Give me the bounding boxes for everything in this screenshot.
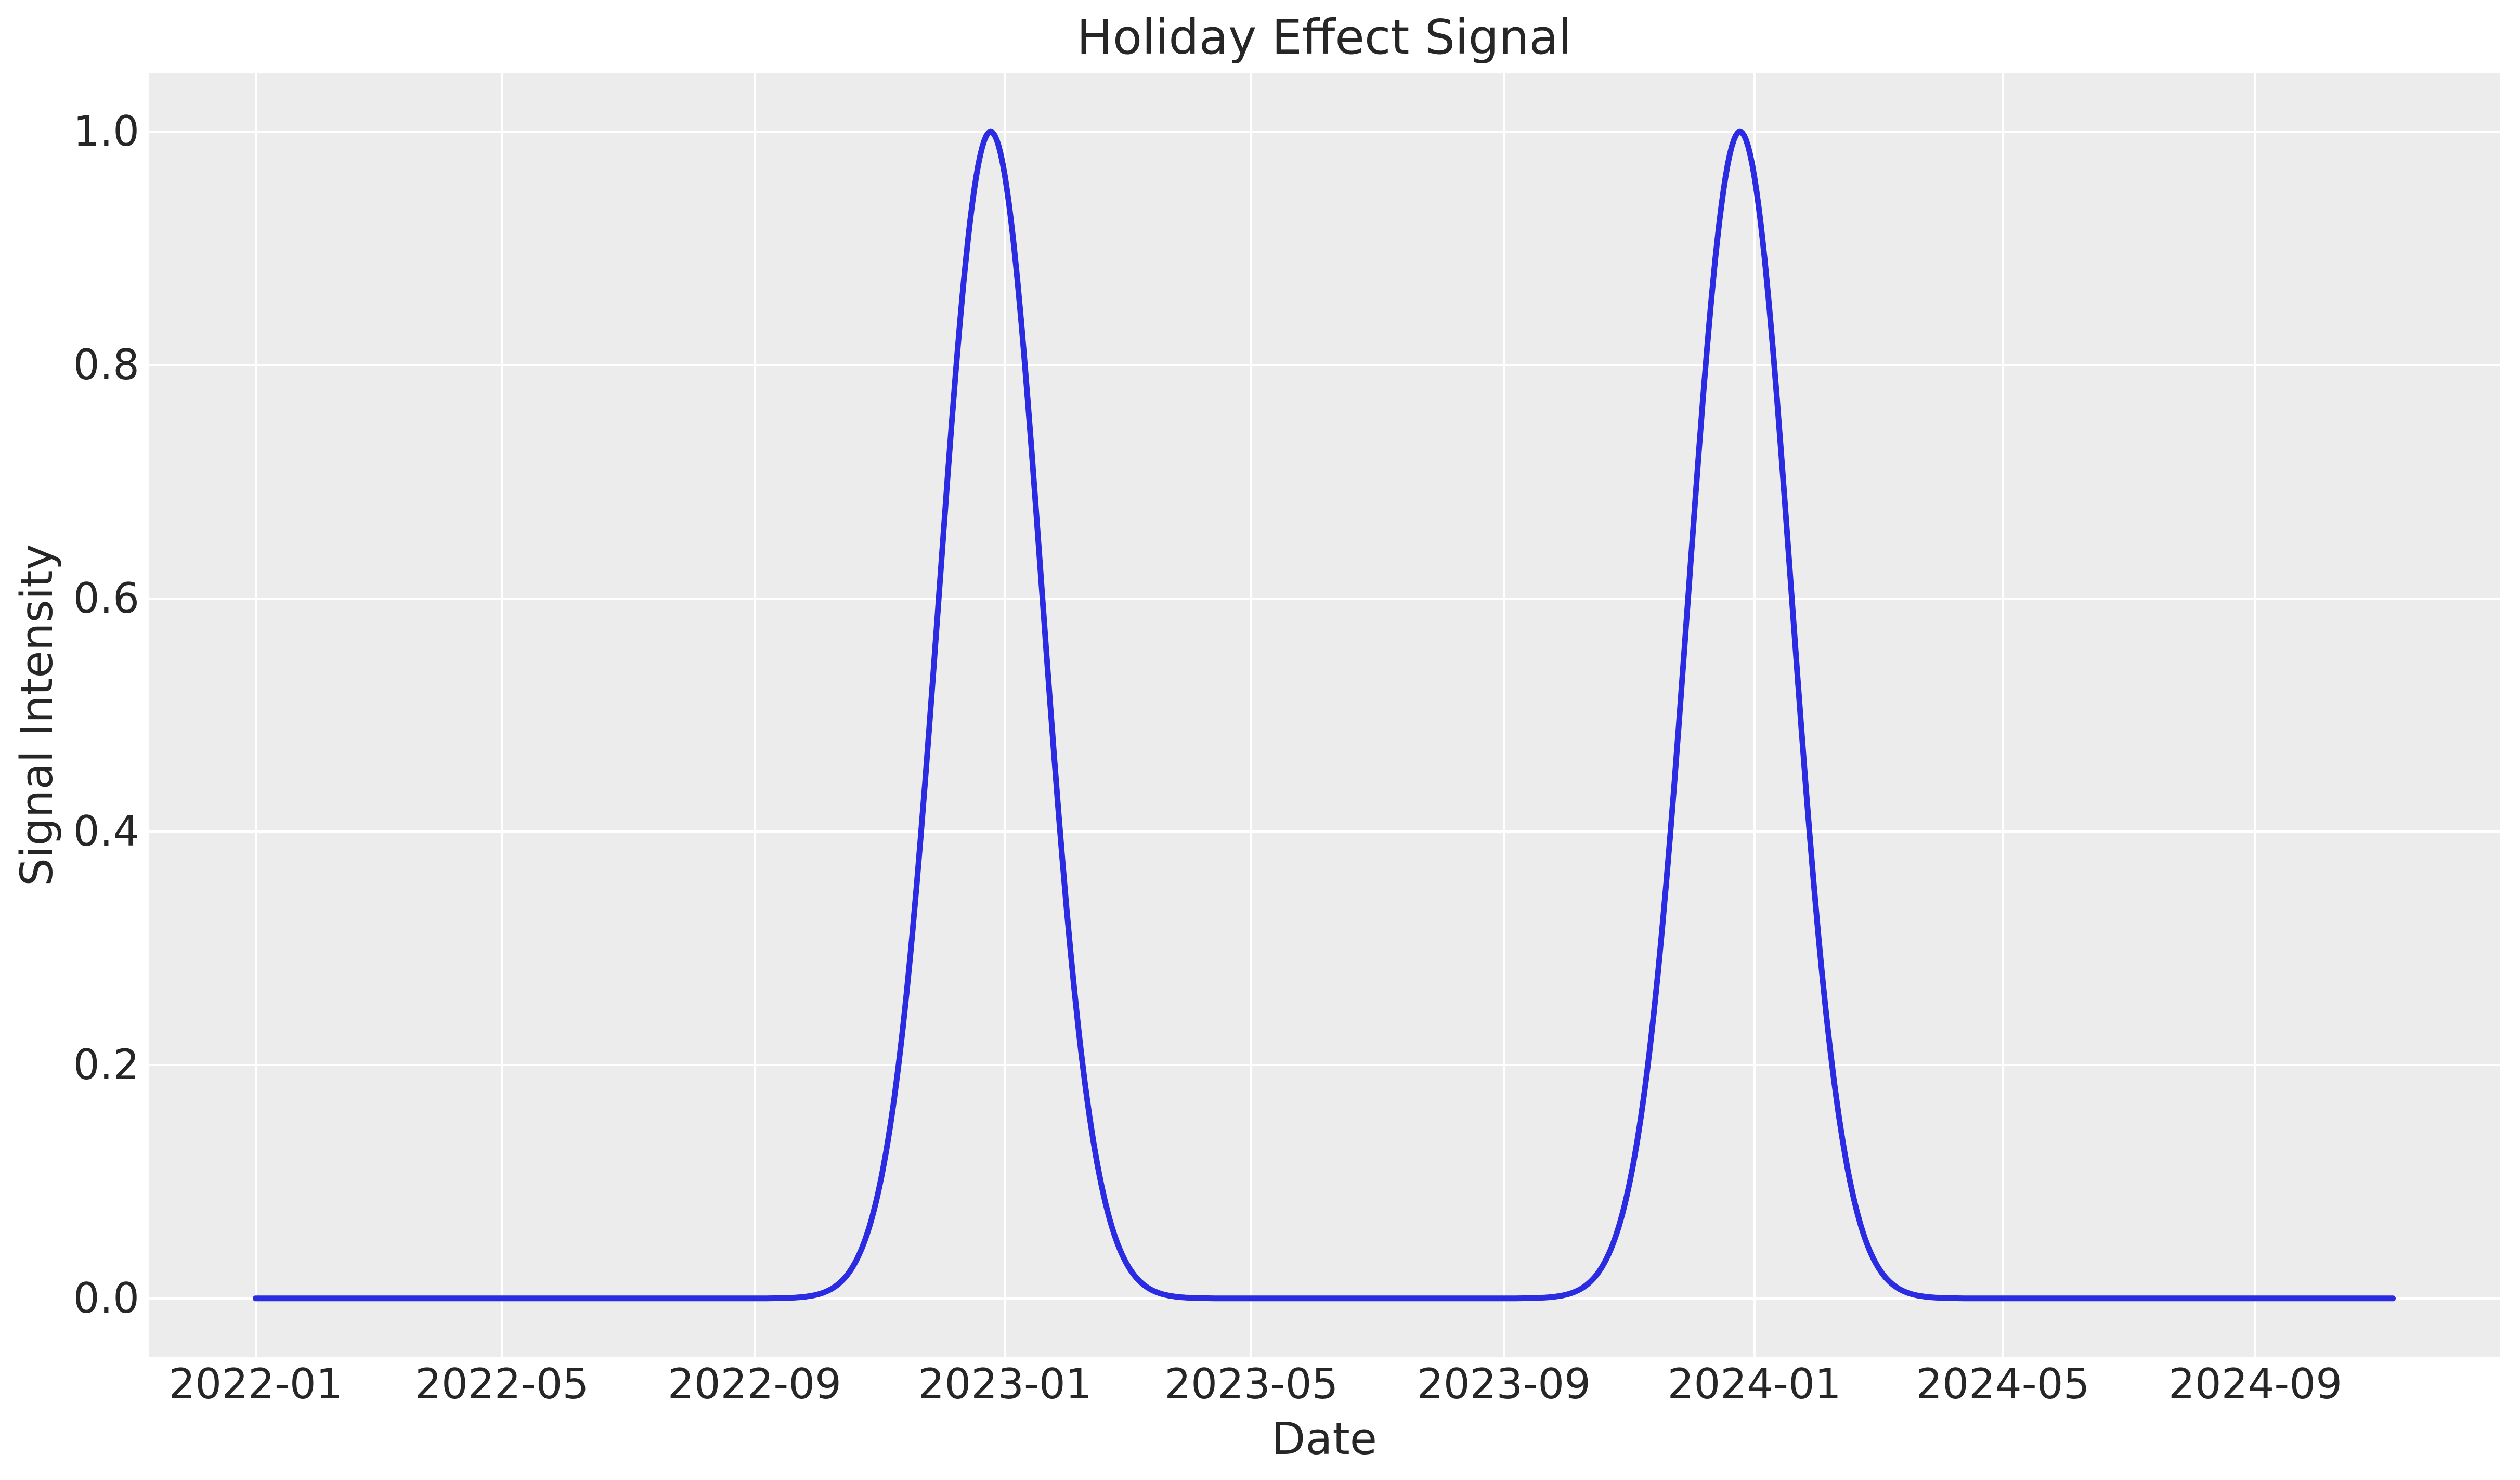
v-gridline [2254, 73, 2256, 1357]
x-tick-label: 2023-01 [918, 1360, 1092, 1408]
line-plot [253, 128, 2396, 1302]
x-tick-label: 2022-09 [667, 1360, 842, 1408]
x-tick-label: 2023-05 [1164, 1360, 1339, 1408]
v-gridline [753, 73, 756, 1357]
v-gridline [1250, 73, 1253, 1357]
h-gridline [149, 131, 2500, 133]
v-gridline [1004, 73, 1006, 1357]
v-gridline [501, 73, 503, 1357]
y-tick-label: 0.4 [73, 807, 139, 856]
v-gridline [1502, 73, 1505, 1357]
v-gridline [2002, 73, 2004, 1357]
signal-line [253, 128, 2396, 1302]
y-tick-label: 1.0 [73, 107, 139, 156]
x-tick-label: 2022-01 [168, 1360, 343, 1408]
v-gridline [254, 73, 257, 1357]
x-tick-label: 2024-05 [1916, 1360, 2090, 1408]
y-tick-label: 0.8 [73, 340, 139, 389]
y-tick-label: 0.6 [73, 574, 139, 622]
y-tick-label: 0.0 [73, 1274, 139, 1322]
plot-area [149, 73, 2500, 1357]
chart-title: Holiday Effect Signal [1076, 9, 1572, 65]
x-tick-label: 2023-09 [1417, 1360, 1591, 1408]
h-gridline [149, 597, 2500, 600]
x-tick-label: 2024-09 [2168, 1360, 2343, 1408]
v-gridline [1753, 73, 1756, 1357]
h-gridline [149, 830, 2500, 833]
x-tick-label: 2022-05 [415, 1360, 589, 1408]
h-gridline [149, 1064, 2500, 1067]
h-gridline [149, 363, 2500, 366]
x-tick-label: 2024-01 [1667, 1360, 1841, 1408]
x-axis-label: Date [1271, 1413, 1378, 1465]
y-tick-label: 0.2 [73, 1041, 139, 1089]
y-axis-label: Signal Intensity [11, 543, 63, 887]
